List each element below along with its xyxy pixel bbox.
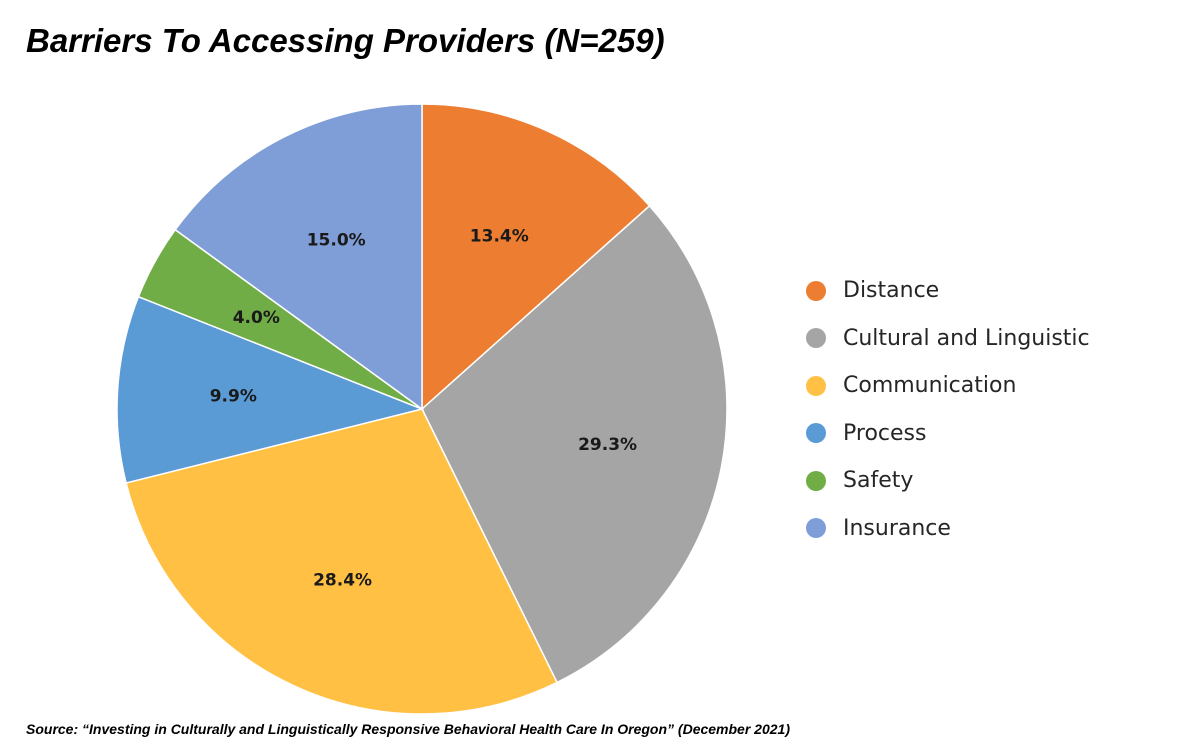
legend-label: Cultural and Linguistic xyxy=(843,325,1090,351)
data-label-safety: 4.0% xyxy=(233,308,280,328)
pie-slice-communication xyxy=(125,408,559,715)
legend-marker xyxy=(806,518,826,539)
legend-marker xyxy=(806,280,826,301)
legend-item-cultural-and-linguistic: Cultural and Linguistic xyxy=(806,315,1090,363)
legend-label: Process xyxy=(843,420,927,446)
data-label-communication: 28.4% xyxy=(313,571,372,591)
legend-item-insurance: Insurance xyxy=(806,505,1090,553)
legend-item-safety: Safety xyxy=(806,457,1090,505)
pie-slice-distance xyxy=(421,103,651,411)
chart-title: Barriers To Accessing Providers (N=259) xyxy=(26,22,665,59)
pie-data-labels: 13.4% 29.3% 28.4% 9.9% 4.0% 15.0% xyxy=(210,226,637,590)
legend-marker xyxy=(806,375,826,396)
source-note: Source: “Investing in Culturally and Lin… xyxy=(26,721,790,737)
legend-item-process: Process xyxy=(806,410,1090,458)
legend-label: Safety xyxy=(843,468,914,494)
legend-item-communication: Communication xyxy=(806,362,1090,410)
legend-label: Insurance xyxy=(843,515,951,541)
legend-label: Communication xyxy=(843,373,1017,399)
data-label-cultural-and-linguistic: 29.3% xyxy=(578,435,637,455)
legend-item-distance: Distance xyxy=(806,267,1090,315)
pie-slice-insurance xyxy=(174,103,423,411)
legend-marker xyxy=(806,423,826,444)
chart-legend: Distance Cultural and Linguistic Communica… xyxy=(806,267,1090,552)
legend-label: Distance xyxy=(843,278,940,304)
legend-marker xyxy=(806,328,826,349)
pie-slices xyxy=(116,103,728,715)
data-label-process: 9.9% xyxy=(210,387,257,407)
pie-slice-process xyxy=(116,295,425,484)
data-label-distance: 13.4% xyxy=(470,226,529,246)
legend-marker xyxy=(806,470,826,491)
data-label-insurance: 15.0% xyxy=(307,231,366,251)
